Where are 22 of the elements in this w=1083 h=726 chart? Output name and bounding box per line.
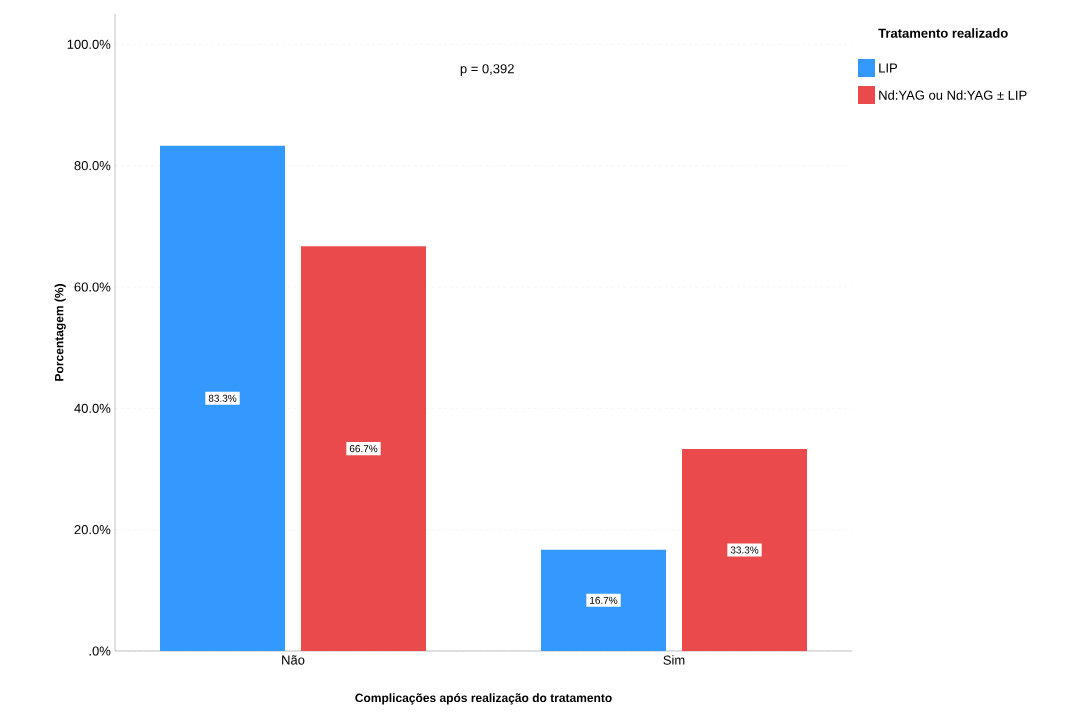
y-tick-label: 60.0% (74, 282, 111, 292)
bar (160, 145, 286, 651)
y-tick-label: 100.0% (67, 39, 111, 49)
legend-label: Nd:YAG ou Nd:YAG ± LIP (879, 90, 1027, 100)
data-label: 33.3% (730, 546, 759, 554)
y-axis-title: Porcentagem (%) (54, 284, 66, 381)
y-tick-label: 20.0% (74, 525, 111, 535)
bar (541, 549, 667, 651)
x-tick-label: Sim (663, 655, 685, 665)
legend-label: LIP (879, 63, 898, 73)
annotation: p = 0,392 (460, 64, 514, 76)
y-tick-label: 80.0% (74, 161, 111, 171)
y-tick-label: .0% (89, 646, 111, 656)
data-label: 16.7% (590, 596, 618, 604)
data-label: 83.3% (208, 394, 237, 402)
bar (682, 448, 808, 651)
legend-title: Tratamento realizado (878, 28, 1008, 38)
data-label: 66.7% (349, 445, 378, 453)
y-tick-label: 40.0% (74, 403, 111, 413)
x-tick-label: Não (282, 655, 305, 665)
bar (301, 246, 427, 651)
x-axis-title: Complicações após realização do tratamento (355, 693, 612, 705)
